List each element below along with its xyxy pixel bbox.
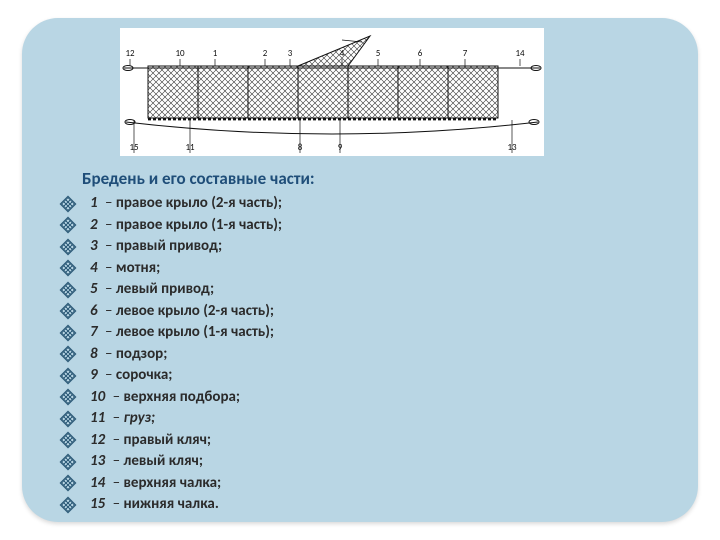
- list-item: 4 – мотня;: [62, 258, 622, 280]
- svg-text:13: 13: [507, 142, 517, 153]
- item-number: 9: [90, 365, 98, 387]
- bullet-icon: [60, 410, 77, 427]
- item-dash: –: [102, 279, 116, 301]
- item-number: 13: [90, 451, 105, 473]
- bullet-icon: [60, 367, 77, 384]
- bullet-icon: [60, 475, 77, 492]
- item-number: 4: [90, 258, 98, 280]
- item-text: правый привод;: [116, 236, 222, 258]
- item-number: 15: [90, 494, 105, 516]
- list-item: 11 – груз;: [62, 408, 622, 430]
- item-number: 1: [90, 193, 98, 215]
- bullet-icon: [60, 195, 77, 212]
- bullet-icon: [60, 217, 77, 234]
- list-item: 8 – подзор;: [62, 344, 622, 366]
- item-text: мотня;: [116, 258, 160, 280]
- list-item: 6 – левое крыло (2-я часть);: [62, 301, 622, 323]
- item-dash: –: [109, 387, 123, 409]
- bullet-icon: [60, 260, 77, 277]
- bullet-icon: [60, 303, 77, 320]
- item-number: 3: [90, 236, 98, 258]
- bullet-icon: [60, 281, 77, 298]
- list-item: 14 – верхняя чалка;: [62, 473, 622, 495]
- item-number: 8: [90, 344, 98, 366]
- item-dash: –: [102, 258, 116, 280]
- list-item: 15 – нижняя чалка.: [62, 494, 622, 516]
- item-dash: –: [102, 236, 116, 258]
- item-text: сорочка;: [116, 365, 173, 387]
- item-dash: –: [102, 344, 116, 366]
- bullet-icon: [60, 432, 77, 449]
- bullet-icon: [60, 389, 77, 406]
- parts-list: 1 – правое крыло (2-я часть);2 – правое …: [62, 193, 622, 516]
- list-item: 2 – правое крыло (1-я часть);: [62, 215, 622, 237]
- svg-text:12: 12: [125, 48, 135, 59]
- item-number: 11: [90, 408, 105, 430]
- list-item: 9 – сорочка;: [62, 365, 622, 387]
- svg-text:11: 11: [185, 142, 195, 153]
- content-card: 121012345671415118913 Бредень и его сост…: [22, 18, 698, 522]
- svg-text:10: 10: [175, 48, 185, 59]
- svg-text:2: 2: [263, 48, 268, 59]
- diagram-title: Бредень и его составные части:: [82, 168, 315, 189]
- item-text: верхняя подбора;: [123, 387, 240, 409]
- net-diagram: 121012345671415118913: [120, 28, 544, 156]
- item-text: правое крыло (2-я часть);: [116, 193, 282, 215]
- svg-text:5: 5: [376, 48, 381, 59]
- list-item: 3 – правый привод;: [62, 236, 622, 258]
- svg-text:8: 8: [298, 142, 303, 153]
- svg-text:4: 4: [340, 48, 345, 59]
- item-text: левое крыло (2-я часть);: [116, 301, 274, 323]
- item-dash: –: [102, 215, 116, 237]
- svg-text:7: 7: [463, 48, 468, 59]
- item-number: 7: [90, 322, 98, 344]
- item-text: груз;: [123, 408, 155, 430]
- item-text: правое крыло (1-я часть);: [116, 215, 282, 237]
- item-number: 10: [90, 387, 105, 409]
- item-number: 12: [90, 430, 105, 452]
- item-dash: –: [109, 430, 123, 452]
- item-number: 2: [90, 215, 98, 237]
- item-dash: –: [109, 451, 123, 473]
- item-dash: –: [109, 408, 123, 430]
- item-dash: –: [102, 193, 116, 215]
- svg-text:15: 15: [129, 142, 139, 153]
- item-text: правый кляч;: [123, 430, 211, 452]
- list-item: 7 – левое крыло (1-я часть);: [62, 322, 622, 344]
- item-text: левое крыло (1-я часть);: [116, 322, 274, 344]
- bullet-icon: [60, 346, 77, 363]
- svg-text:6: 6: [418, 48, 423, 59]
- svg-text:14: 14: [515, 48, 525, 59]
- item-dash: –: [102, 301, 116, 323]
- svg-text:3: 3: [288, 48, 293, 59]
- item-dash: –: [102, 322, 116, 344]
- item-dash: –: [102, 365, 116, 387]
- svg-text:1: 1: [213, 48, 218, 59]
- item-text: левый привод;: [116, 279, 214, 301]
- list-item: 10 – верхняя подбора;: [62, 387, 622, 409]
- item-text: левый кляч;: [123, 451, 203, 473]
- list-item: 1 – правое крыло (2-я часть);: [62, 193, 622, 215]
- bullet-icon: [60, 238, 77, 255]
- item-number: 14: [90, 473, 105, 495]
- svg-text:9: 9: [338, 142, 343, 153]
- bullet-icon: [60, 453, 77, 470]
- item-text: нижняя чалка.: [123, 494, 218, 516]
- item-text: подзор;: [116, 344, 167, 366]
- item-number: 5: [90, 279, 98, 301]
- bullet-icon: [60, 324, 77, 341]
- item-dash: –: [109, 494, 123, 516]
- list-item: 5 – левый привод;: [62, 279, 622, 301]
- list-item: 12 – правый кляч;: [62, 430, 622, 452]
- bullet-icon: [60, 496, 77, 513]
- item-text: верхняя чалка;: [123, 473, 221, 495]
- item-number: 6: [90, 301, 98, 323]
- list-item: 13 – левый кляч;: [62, 451, 622, 473]
- item-dash: –: [109, 473, 123, 495]
